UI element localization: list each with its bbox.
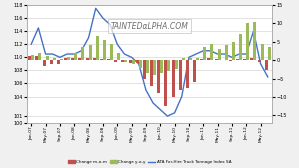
Bar (157, 60, 160, 93)
Bar (254, 22, 257, 60)
Bar (96, 36, 99, 60)
Bar (210, 44, 213, 60)
Bar (114, 60, 117, 62)
Bar (258, 60, 261, 62)
Bar (251, 58, 254, 60)
Bar (139, 60, 142, 68)
Bar (193, 60, 196, 82)
Bar (86, 58, 89, 60)
Bar (172, 60, 175, 97)
Bar (50, 60, 53, 64)
Bar (45, 56, 48, 60)
Bar (146, 60, 149, 73)
Bar (246, 23, 249, 60)
Bar (203, 47, 206, 60)
Bar (89, 46, 91, 60)
Bar (143, 60, 146, 79)
Bar (42, 60, 45, 66)
Bar (164, 60, 167, 106)
Bar (189, 58, 192, 60)
Bar (93, 58, 96, 60)
Bar (136, 60, 139, 63)
Bar (100, 59, 103, 60)
Bar (132, 60, 135, 64)
Bar (160, 60, 163, 73)
Bar (218, 49, 221, 60)
Bar (167, 60, 170, 71)
Bar (67, 57, 70, 60)
Bar (179, 60, 182, 90)
Bar (208, 58, 210, 60)
Bar (239, 34, 242, 60)
Bar (121, 60, 124, 62)
Bar (215, 59, 218, 60)
Bar (236, 59, 239, 60)
Bar (107, 59, 110, 60)
Bar (53, 58, 56, 60)
Bar (175, 60, 178, 69)
Bar (232, 42, 235, 60)
Bar (60, 59, 63, 60)
Bar (74, 53, 77, 60)
Bar (265, 60, 268, 70)
Bar (103, 40, 106, 60)
Bar (117, 53, 120, 60)
Bar (31, 55, 34, 60)
Bar (129, 60, 132, 63)
Bar (35, 56, 38, 60)
Legend: Change m-o-m, Change y-o-y, ATA For-Hire Truck Tonnage Index SA: Change m-o-m, Change y-o-y, ATA For-Hire… (66, 159, 233, 166)
Bar (186, 60, 189, 88)
Bar (243, 59, 246, 60)
Bar (196, 58, 199, 60)
Bar (81, 47, 84, 60)
Bar (153, 60, 156, 75)
Bar (28, 56, 31, 60)
Bar (124, 60, 127, 62)
Bar (268, 47, 271, 60)
Bar (229, 60, 232, 61)
Bar (261, 44, 264, 60)
Bar (150, 60, 153, 86)
Bar (182, 58, 185, 60)
Bar (78, 58, 81, 60)
Bar (38, 53, 41, 60)
Bar (71, 58, 74, 60)
Bar (57, 60, 60, 64)
Bar (200, 59, 203, 60)
Text: TAINTEDαLPHA.COM: TAINTEDαLPHA.COM (111, 22, 188, 31)
Bar (225, 46, 228, 60)
Bar (64, 58, 67, 60)
Bar (110, 44, 113, 60)
